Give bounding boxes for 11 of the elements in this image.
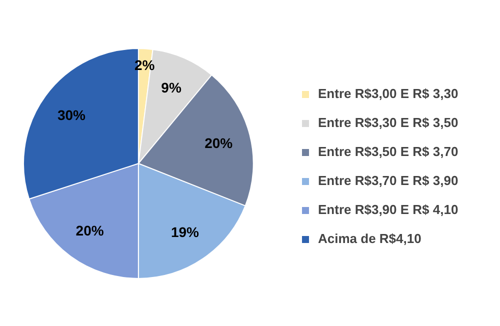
legend-label: Entre R$3,50 E R$ 3,70: [318, 144, 458, 159]
legend-label: Entre R$3,30 E R$ 3,50: [318, 115, 458, 130]
data-label: 20%: [76, 222, 104, 238]
data-label: 9%: [161, 80, 182, 96]
data-label: 20%: [204, 134, 234, 151]
data-label: 30%: [57, 106, 86, 123]
legend-label: Entre R$3,90 E R$ 4,10: [318, 202, 458, 217]
legend-label: Entre R$3,70 E R$ 3,90: [318, 173, 458, 188]
data-label: 19%: [170, 224, 200, 240]
legend-label: Acima de R$4,10: [318, 231, 422, 246]
legend-label: Entre R$3,00 E R$ 3,30: [318, 86, 458, 101]
